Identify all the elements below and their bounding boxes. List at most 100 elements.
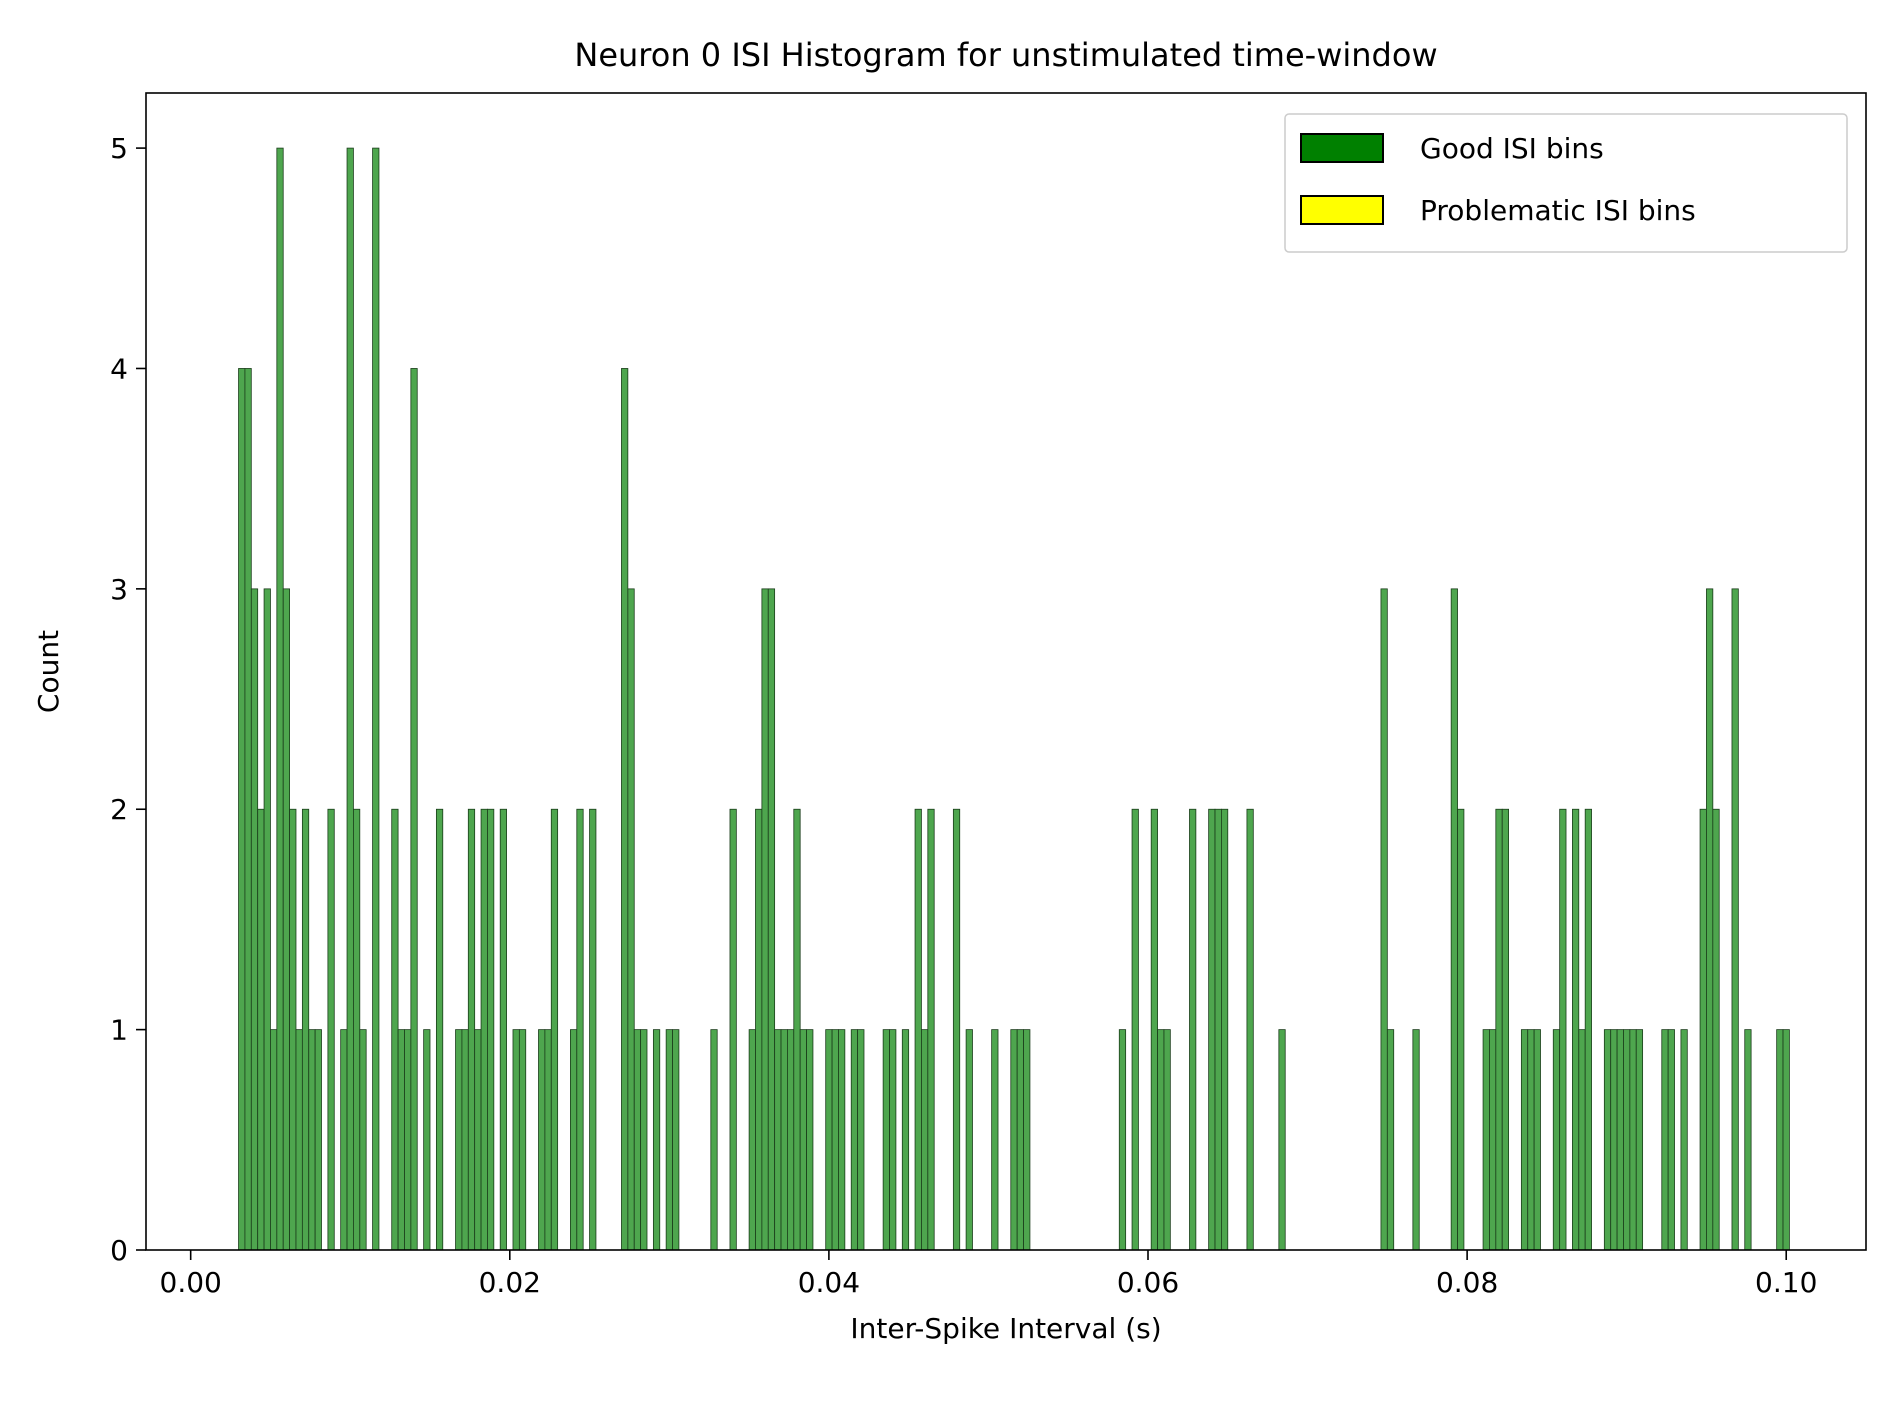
x-tick-label: 0.04 [798,1266,860,1299]
histogram-bar [404,1029,412,1251]
histogram-bar [1482,1029,1490,1251]
histogram-bar [1610,1029,1618,1251]
histogram-bar [391,808,399,1251]
histogram-bar [1131,808,1139,1251]
histogram-bar [1584,808,1592,1251]
histogram-bar [901,1029,910,1251]
chart-title: Neuron 0 ISI Histogram for unstimulated … [574,36,1437,74]
histogram-bar [467,808,476,1251]
histogram-bar [787,1029,795,1251]
histogram-bar [1533,1029,1541,1251]
x-tick-label: 0.10 [1755,1266,1817,1299]
histogram-bar [1776,1029,1784,1251]
histogram-bar [238,368,246,1251]
histogram-bar [831,1029,839,1251]
histogram-bar [767,588,776,1251]
histogram-bar [589,808,597,1251]
histogram-bar [1572,808,1580,1251]
y-tick-label: 1 [110,1014,128,1047]
histogram-bar [838,1029,846,1251]
x-tick-label: 0.08 [1436,1266,1498,1299]
histogram-bar [914,808,922,1251]
x-tick-label: 0.06 [1117,1266,1179,1299]
histogram-bar [1501,808,1509,1251]
histogram-bar [857,1029,865,1251]
y-axis-ticks: 0 1 2 3 4 5 [110,132,146,1267]
histogram-bars [238,147,1790,1251]
histogram-bar [889,1029,897,1251]
histogram-bar [550,808,559,1251]
histogram-bar [1667,1029,1675,1251]
histogram-bar [1214,808,1222,1251]
plot-frame [145,92,1867,1251]
histogram-bar [1246,808,1254,1251]
histogram-bar [1520,1029,1529,1251]
histogram-bar [1623,1029,1631,1251]
histogram-bar [435,808,444,1251]
histogram-bar [372,147,380,1251]
histogram-bar [1457,808,1465,1251]
histogram-bar [748,1029,756,1251]
histogram-bar [544,1029,552,1251]
histogram-bar [301,808,310,1251]
histogram-bar [1450,588,1458,1251]
y-axis-label: Count [32,630,65,713]
y-tick-label: 2 [110,793,128,826]
histogram-bar [487,808,495,1251]
histogram-bar [1744,1029,1752,1251]
histogram-bar [461,1029,469,1251]
histogram-bar [474,1029,482,1251]
histogram-bar [455,1029,463,1251]
histogram-bar [270,1029,278,1251]
legend-swatch-good [1300,133,1384,163]
histogram-bar [1635,1029,1644,1251]
histogram-bar [480,808,488,1251]
histogram-bar [282,588,291,1251]
histogram-bar [965,1029,973,1251]
histogram-bar [633,1029,642,1251]
histogram-bar [244,368,252,1251]
histogram-bar [1495,808,1503,1251]
histogram-bar [1386,1029,1395,1251]
histogram-bar [576,808,584,1251]
histogram-bar [1157,1029,1165,1251]
histogram-bar [1706,588,1714,1251]
histogram-bar [621,368,629,1251]
histogram-bar [927,808,935,1251]
histogram-bar [499,808,507,1251]
histogram-bar [1380,588,1388,1251]
histogram-bar [1489,1029,1497,1251]
histogram-bar [295,1029,303,1251]
legend-box [1284,113,1848,253]
histogram-bar [289,808,297,1251]
histogram-bar [308,1029,316,1251]
histogram-bar [672,1029,680,1251]
histogram-bar [397,1029,405,1251]
histogram-bar [952,808,961,1251]
histogram-bar [346,147,354,1251]
histogram-bar [340,1029,348,1251]
histogram-bar [1412,1029,1420,1251]
histogram-bar [710,1029,718,1251]
histogram-bar [640,1029,648,1251]
x-tick-label: 0.02 [479,1266,541,1299]
histogram-bar [327,808,335,1251]
histogram-bar [755,808,763,1251]
histogram-bar [1680,1029,1688,1251]
legend: Good ISI bins Problematic ISI bins [1284,113,1848,253]
histogram-bar [257,808,265,1251]
histogram-bar [1578,1029,1586,1251]
histogram-bar [410,368,418,1251]
histogram-bar [1221,808,1229,1251]
histogram-bar [921,1029,929,1251]
histogram-bar [1559,808,1567,1251]
histogram-bar [780,1029,788,1251]
histogram-bar [799,1029,807,1251]
histogram-bar [1731,588,1739,1251]
histogram-bar [627,588,635,1251]
histogram-bar [729,808,737,1251]
x-axis-ticks: 0.00 0.02 0.04 0.06 0.08 0.10 [160,1250,1817,1299]
histogram-bar [250,588,259,1251]
histogram-bar [1118,1029,1127,1251]
histogram-bar [1278,1029,1286,1251]
